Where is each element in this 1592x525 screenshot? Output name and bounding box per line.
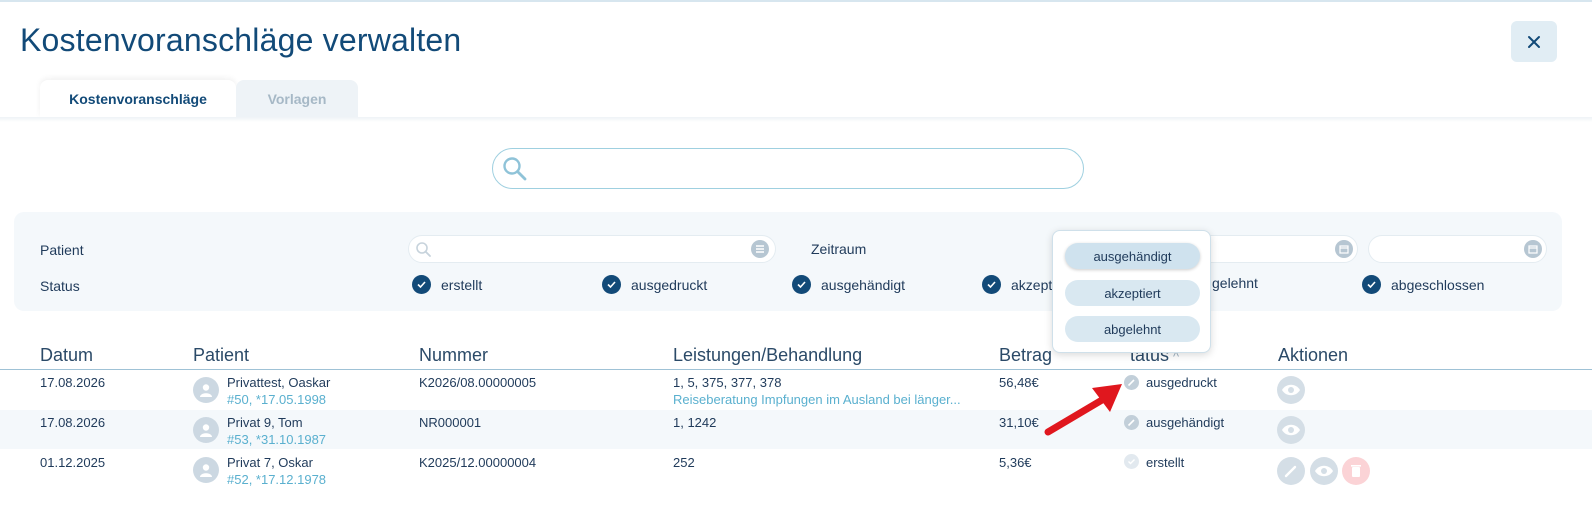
top-border xyxy=(0,0,1592,2)
close-button[interactable] xyxy=(1511,21,1557,62)
search-icon xyxy=(416,242,431,257)
calendar-icon[interactable] xyxy=(1524,240,1542,258)
pencil-icon[interactable] xyxy=(1124,375,1139,390)
status-checkbox-erstellt[interactable]: erstellt xyxy=(412,275,482,294)
sort-ascending-icon: ^ xyxy=(1173,349,1180,364)
avatar-icon xyxy=(193,417,219,443)
view-eye-icon[interactable] xyxy=(1277,416,1305,444)
close-icon xyxy=(1528,35,1540,48)
list-menu-icon[interactable] xyxy=(751,240,769,258)
cell-datum: 17.08.2026 xyxy=(40,375,106,390)
edit-pencil-icon[interactable] xyxy=(1277,457,1305,485)
cell-nummer: K2026/08.00000005 xyxy=(419,375,537,390)
checkbox-check-icon xyxy=(412,275,431,294)
cell-betrag: 31,10€ xyxy=(999,415,1039,430)
cell-patient-sub: #53, *31.10.1987 xyxy=(227,432,327,447)
column-header-datum[interactable]: Datum xyxy=(40,345,94,365)
checkbox-check-icon xyxy=(1362,275,1381,294)
checkbox-check-icon xyxy=(602,275,621,294)
status-checkbox-abgelehnt[interactable]: gelehnt xyxy=(1212,275,1258,291)
checkbox-label: gelehnt xyxy=(1212,275,1258,291)
cell-patient-name[interactable]: Privat 9, Tom xyxy=(227,415,303,430)
checkbox-label: erstellt xyxy=(441,276,483,293)
patient-filter-input[interactable] xyxy=(408,235,776,263)
search-input[interactable] xyxy=(492,148,1084,189)
status-option-abgelehnt[interactable]: abgelehnt xyxy=(1065,316,1200,342)
column-header-betrag[interactable]: Betrag xyxy=(999,345,1053,365)
cell-status[interactable]: ausgehändigt xyxy=(1146,415,1225,430)
tab-bar-divider xyxy=(0,117,1592,122)
table-header-divider xyxy=(0,369,1592,370)
status-option-ausgehaendigt[interactable]: ausgehändigt xyxy=(1065,243,1200,269)
page-title: Kostenvoranschläge verwalten xyxy=(20,22,462,58)
avatar-icon xyxy=(193,457,219,483)
avatar-icon xyxy=(193,377,219,403)
cell-nummer: K2025/12.00000004 xyxy=(419,455,537,470)
cell-leistungen: 252 xyxy=(673,455,695,470)
checkbox-check-icon xyxy=(792,275,811,294)
table-row[interactable]: 01.12.2025 Privat 7, Oskar #52, *17.12.1… xyxy=(0,449,1592,491)
patient-filter-label: Patient xyxy=(40,242,84,258)
cell-datum: 01.12.2025 xyxy=(40,455,106,470)
column-header-patient[interactable]: Patient xyxy=(193,345,250,365)
table-row[interactable]: 17.08.2026 Privat 9, Tom #53, *31.10.198… xyxy=(0,410,1592,449)
view-eye-icon[interactable] xyxy=(1277,376,1305,404)
cell-patient-name[interactable]: Privattest, Oaskar xyxy=(227,375,331,390)
status-checkbox-ausgedruckt[interactable]: ausgedruckt xyxy=(602,275,707,294)
cell-patient-sub: #50, *17.05.1998 xyxy=(227,392,327,407)
zeitraum-filter-label: Zeitraum xyxy=(811,241,867,257)
status-option-akzeptiert[interactable]: akzeptiert xyxy=(1065,280,1200,306)
cell-patient-sub: #52, *17.12.1978 xyxy=(227,472,327,487)
column-header-aktionen: Aktionen xyxy=(1278,345,1349,365)
cell-betrag: 56,48€ xyxy=(999,375,1039,390)
status-dropdown-popup: ausgehändigt akzeptiert abgelehnt xyxy=(1052,230,1211,353)
annotation-arrow-icon xyxy=(1044,384,1122,436)
calendar-icon[interactable] xyxy=(1335,240,1353,258)
cell-status[interactable]: erstellt xyxy=(1146,455,1185,470)
cell-betrag: 5,36€ xyxy=(999,455,1032,470)
cell-nummer: NR000001 xyxy=(419,415,482,430)
checkbox-label: ausgehändigt xyxy=(821,276,906,293)
search-icon xyxy=(503,157,527,181)
cell-leistungen: 1, 1242 xyxy=(673,415,717,430)
cell-leistungen: 1, 5, 375, 377, 378 xyxy=(673,375,782,390)
cell-status[interactable]: ausgedruckt xyxy=(1146,375,1217,390)
view-eye-icon[interactable] xyxy=(1310,457,1338,485)
status-checkbox-abgeschlossen[interactable]: abgeschlossen xyxy=(1362,275,1484,294)
pencil-icon[interactable] xyxy=(1124,415,1139,430)
cell-patient-name[interactable]: Privat 7, Oskar xyxy=(227,455,313,470)
column-header-leistungen[interactable]: Leistungen/Behandlung xyxy=(673,345,863,365)
checkbox-check-icon xyxy=(982,275,1001,294)
zeitraum-to-input[interactable] xyxy=(1368,235,1547,263)
checkbox-label: akzepti xyxy=(1011,276,1056,293)
status-checkbox-akzeptiert[interactable]: akzepti xyxy=(982,275,1055,294)
table-row[interactable]: 17.08.2026 Privattest, Oaskar #50, *17.0… xyxy=(0,371,1592,410)
tab-kostenvoranschlaege[interactable]: Kostenvoranschläge xyxy=(40,80,236,118)
cell-datum: 17.08.2026 xyxy=(40,415,106,430)
checkbox-label: ausgedruckt xyxy=(631,276,708,293)
status-checkbox-ausgehaendigt[interactable]: ausgehändigt xyxy=(792,275,905,294)
delete-trash-icon[interactable] xyxy=(1342,457,1370,485)
cell-leistungen-sub: Reiseberatung Impfungen im Ausland bei l… xyxy=(673,392,961,407)
status-filter-label: Status xyxy=(40,278,80,294)
checkbox-label: abgeschlossen xyxy=(1391,276,1485,293)
check-icon[interactable] xyxy=(1124,454,1139,469)
tab-vorlagen[interactable]: Vorlagen xyxy=(236,80,358,118)
tab-bar: Kostenvoranschläge Vorlagen xyxy=(40,80,358,118)
column-header-nummer[interactable]: Nummer xyxy=(419,345,489,365)
